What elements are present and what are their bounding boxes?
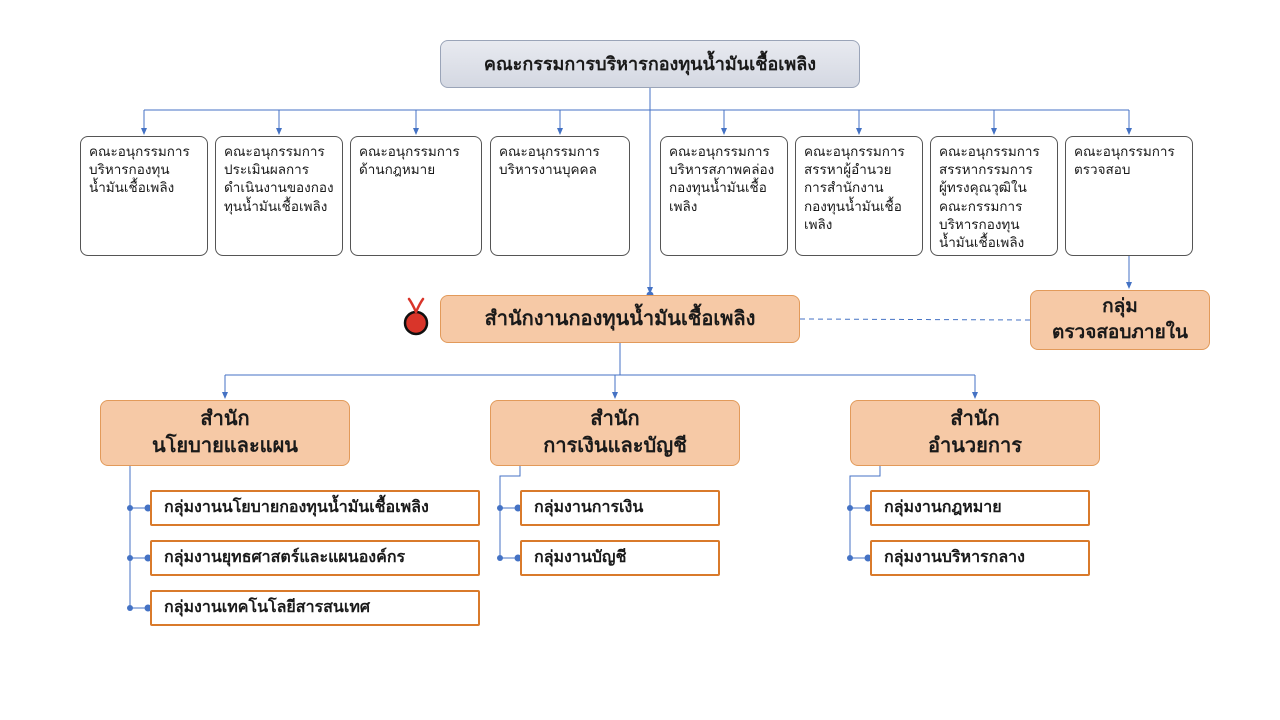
leaf-d1-0: กลุ่มงานการเงิน (520, 490, 720, 526)
department-box-0: สำนักนโยบายและแผน (100, 400, 350, 466)
subcommittee-box-0: คณะอนุกรรมการบริหารกองทุนน้ำมันเชื้อเพลิ… (80, 136, 208, 256)
department-title1-2: สำนัก (950, 406, 999, 433)
subcommittee-box-7: คณะอนุกรรมการตรวจสอบ (1065, 136, 1193, 256)
office-label: สำนักงานกองทุนน้ำมันเชื้อเพลิง (485, 306, 756, 333)
subcommittee-box-3: คณะอนุกรรมการบริหารงานบุคคล (490, 136, 630, 256)
logo-icon (398, 293, 434, 333)
leaf-d1-1: กลุ่มงานบัญชี (520, 540, 720, 576)
subcommittee-label-5: คณะอนุกรรมการสรรหาผู้อำนวยการสำนักงานกอง… (804, 143, 914, 234)
subcommittee-label-6: คณะอนุกรรมการสรรหากรรมการผู้ทรงคุณวุฒิใน… (939, 143, 1049, 252)
subcommittee-box-5: คณะอนุกรรมการสรรหาผู้อำนวยการสำนักงานกอง… (795, 136, 923, 256)
leaf-label-d2-0: กลุ่มงานกฎหมาย (884, 497, 1002, 519)
subcommittee-label-2: คณะอนุกรรมการด้านกฎหมาย (359, 143, 473, 179)
leaf-label-d1-0: กลุ่มงานการเงิน (534, 497, 643, 519)
department-title2-0: นโยบายและแผน (152, 433, 298, 460)
leaf-label-d0-1: กลุ่มงานยุทธศาสตร์และแผนองค์กร (164, 547, 405, 569)
subcommittee-box-6: คณะอนุกรรมการสรรหากรรมการผู้ทรงคุณวุฒิใน… (930, 136, 1058, 256)
leaf-label-d2-1: กลุ่มงานบริหารกลาง (884, 547, 1025, 569)
department-box-1: สำนักการเงินและบัญชี (490, 400, 740, 466)
subcommittee-box-2: คณะอนุกรรมการด้านกฎหมาย (350, 136, 482, 256)
subcommittee-box-1: คณะอนุกรรมการประเมินผลการดำเนินงานของกอง… (215, 136, 343, 256)
leaf-d0-0: กลุ่มงานนโยบายกองทุนน้ำมันเชื้อเพลิง (150, 490, 480, 526)
subcommittee-label-4: คณะอนุกรรมการบริหารสภาพคล่องกองทุนน้ำมัน… (669, 143, 779, 216)
leaf-label-d1-1: กลุ่มงานบัญชี (534, 547, 626, 569)
department-title1-0: สำนัก (200, 406, 249, 433)
top-committee-label: คณะกรรมการบริหารกองทุนน้ำมันเชื้อเพลิง (484, 52, 816, 76)
office-box: สำนักงานกองทุนน้ำมันเชื้อเพลิง (440, 295, 800, 343)
leaf-d2-1: กลุ่มงานบริหารกลาง (870, 540, 1090, 576)
leaf-d0-1: กลุ่มงานยุทธศาสตร์และแผนองค์กร (150, 540, 480, 576)
subcommittee-label-0: คณะอนุกรรมการบริหารกองทุนน้ำมันเชื้อเพลิ… (89, 143, 199, 198)
department-title2-1: การเงินและบัญชี (543, 433, 687, 460)
leaf-label-d0-2: กลุ่มงานเทคโนโลยีสารสนเทศ (164, 597, 370, 619)
subcommittee-label-3: คณะอนุกรรมการบริหารงานบุคคล (499, 143, 621, 179)
leaf-label-d0-0: กลุ่มงานนโยบายกองทุนน้ำมันเชื้อเพลิง (164, 497, 429, 519)
audit-group-label: กลุ่ม ตรวจสอบภายใน (1052, 294, 1188, 345)
subcommittee-label-1: คณะอนุกรรมการประเมินผลการดำเนินงานของกอง… (224, 143, 334, 216)
subcommittee-box-4: คณะอนุกรรมการบริหารสภาพคล่องกองทุนน้ำมัน… (660, 136, 788, 256)
leaf-d0-2: กลุ่มงานเทคโนโลยีสารสนเทศ (150, 590, 480, 626)
department-title1-1: สำนัก (590, 406, 639, 433)
top-committee-box: คณะกรรมการบริหารกองทุนน้ำมันเชื้อเพลิง (440, 40, 860, 88)
department-box-2: สำนักอำนวยการ (850, 400, 1100, 466)
department-title2-2: อำนวยการ (928, 433, 1022, 460)
leaf-d2-0: กลุ่มงานกฎหมาย (870, 490, 1090, 526)
audit-group-box: กลุ่ม ตรวจสอบภายใน (1030, 290, 1210, 350)
subcommittee-label-7: คณะอนุกรรมการตรวจสอบ (1074, 143, 1184, 179)
